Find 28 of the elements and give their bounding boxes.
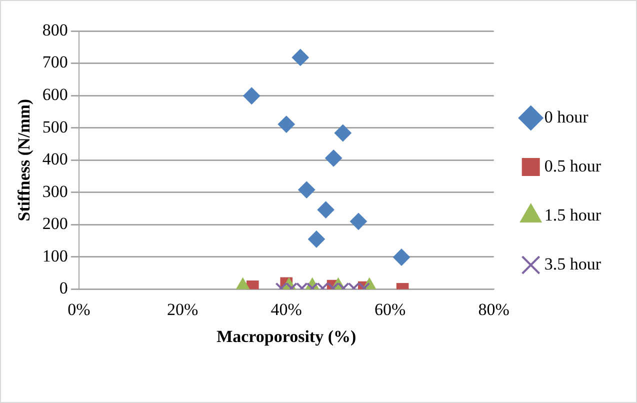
x-tick-label: 20% [167, 300, 198, 319]
point [243, 87, 260, 104]
y-axis-title: Stiffness (N/mm) [14, 98, 34, 222]
y-tick-label: 300 [42, 182, 68, 201]
point [334, 124, 352, 142]
point [298, 181, 316, 198]
x-tick-label: 40% [270, 300, 302, 319]
legend-label: 1.5 hour [544, 205, 602, 224]
point [278, 116, 295, 133]
x-tick-label: 80% [478, 300, 510, 319]
legend-label: 3.5 hour [544, 254, 602, 274]
x-axis-title: Macroporosity (%) [216, 327, 356, 346]
point [325, 150, 342, 167]
legend-label: 0.5 hour [544, 156, 602, 176]
y-tick-label: 500 [42, 117, 68, 136]
x-tick-label: 60% [374, 300, 406, 319]
y-tick-label: 100 [42, 246, 68, 266]
legend-label: 0 hour [544, 107, 589, 126]
point [350, 212, 367, 230]
x-tick-label: 0% [68, 300, 90, 319]
y-tick-label: 200 [42, 214, 68, 234]
y-tick-label: 800 [42, 20, 68, 40]
point [292, 48, 309, 66]
y-tick-label: 0 [59, 278, 68, 298]
y-tick-label: 700 [42, 52, 68, 72]
point [317, 201, 334, 218]
y-tick-label: 600 [42, 85, 68, 104]
y-tick-label: 400 [42, 150, 68, 169]
